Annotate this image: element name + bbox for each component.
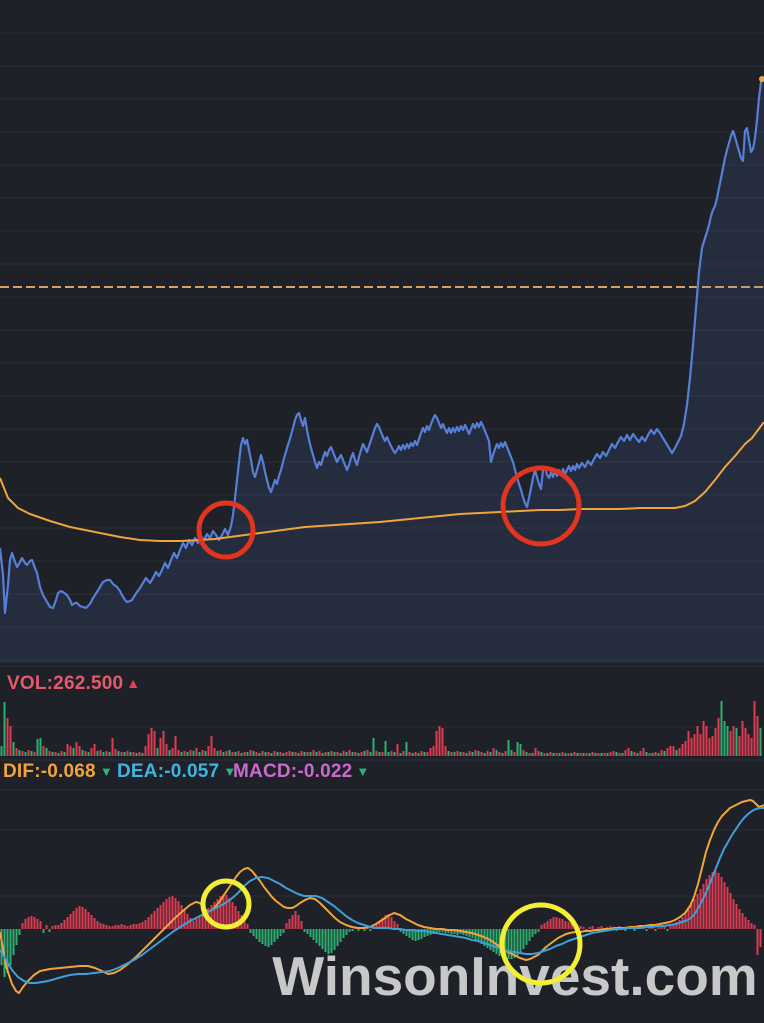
dif-value-label: DIF:-0.068 <box>3 761 96 782</box>
price-pane[interactable] <box>0 76 764 663</box>
gridlines <box>0 32 764 897</box>
macd-pane[interactable] <box>0 799 764 994</box>
macd-down-triangle-icon: ▼ <box>356 764 370 779</box>
volume-pane[interactable] <box>0 701 762 756</box>
macd-value-label: MACD:-0.022 <box>233 761 353 782</box>
dea-down-triangle-icon: ▼ <box>223 764 237 779</box>
annotation-circles <box>196 465 583 986</box>
volume-up-triangle-icon: ▲ <box>126 675 141 691</box>
volume-value-label: VOL:262.500 <box>7 673 124 694</box>
dif-down-triangle-icon: ▼ <box>99 764 113 779</box>
volume-header: VOL:262.500 ▲ <box>7 673 140 695</box>
dea-value-label: DEA:-0.057 <box>117 761 220 782</box>
indicator-header: DIF:-0.068 ▼ DEA:-0.057 ▼ MACD:-0.022 ▼ <box>0 761 764 789</box>
